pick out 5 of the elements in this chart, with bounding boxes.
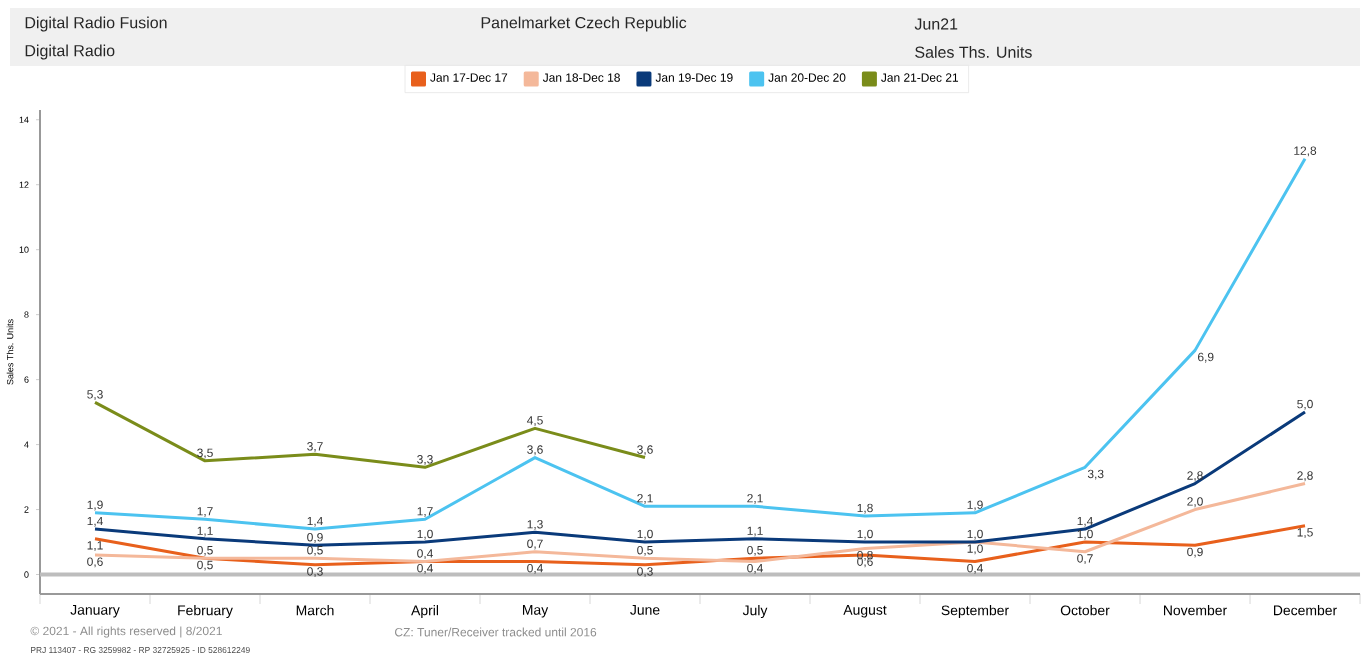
text: Panelmarket Czech Republic: [481, 16, 687, 32]
chart-subtitle: Digital Radio: [25, 44, 115, 60]
text: Sales Ths. Units: [915, 46, 1032, 58]
text: Jun21: [914, 18, 958, 30]
chart-title: Digital Radio Fusion: [25, 16, 167, 32]
